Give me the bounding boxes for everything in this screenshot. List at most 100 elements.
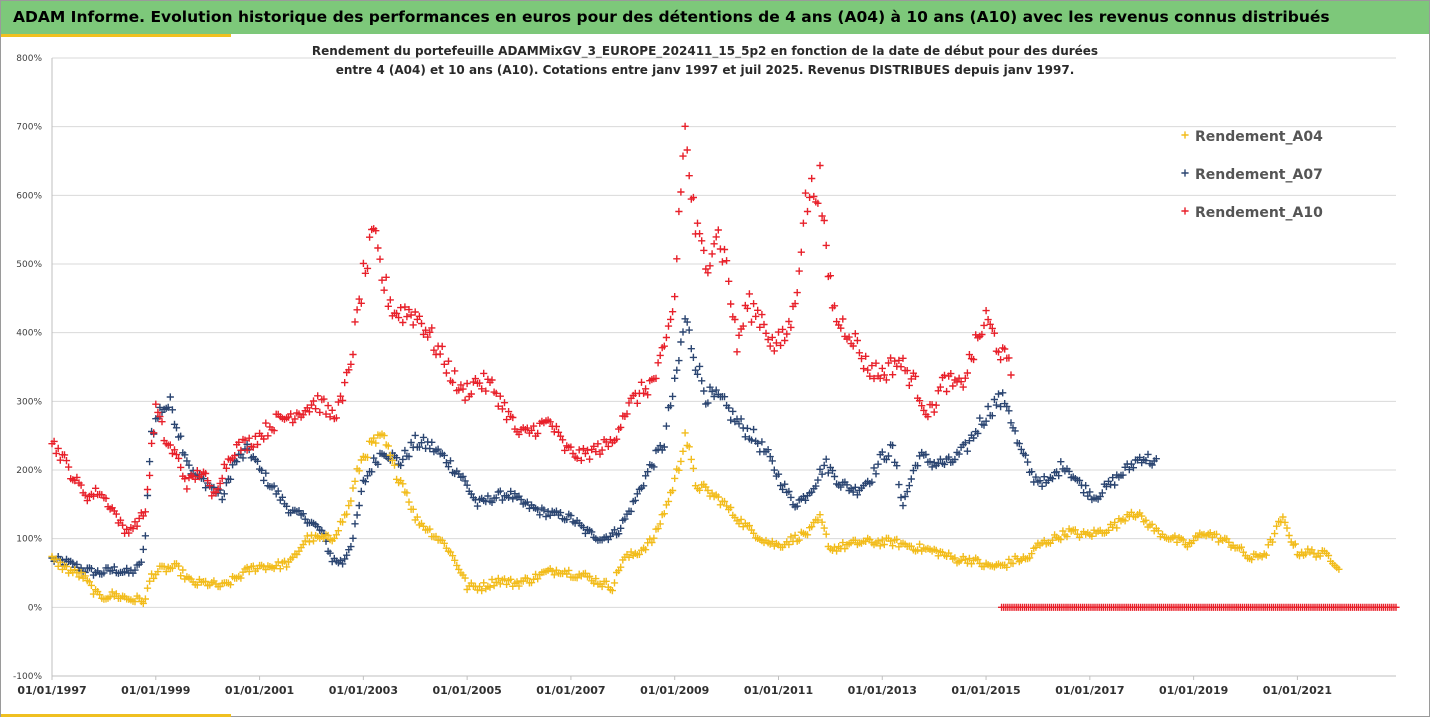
data-point xyxy=(303,404,311,412)
data-point xyxy=(747,318,756,326)
data-point xyxy=(704,269,712,277)
data-point xyxy=(1003,402,1011,411)
data-point xyxy=(208,492,216,500)
data-point xyxy=(177,572,185,580)
data-point xyxy=(988,412,996,420)
data-point xyxy=(750,529,758,537)
data-point xyxy=(745,290,753,298)
data-point xyxy=(509,413,517,422)
data-point xyxy=(706,383,714,391)
data-point xyxy=(671,474,679,482)
data-point xyxy=(577,456,585,464)
data-point xyxy=(226,475,235,483)
data-point xyxy=(212,489,220,497)
data-point xyxy=(795,536,803,544)
data-point xyxy=(168,406,176,414)
data-point xyxy=(1206,529,1214,537)
data-point xyxy=(143,485,152,494)
data-point xyxy=(131,566,139,574)
data-point xyxy=(245,568,253,576)
data-point xyxy=(1075,476,1084,485)
data-point xyxy=(81,572,89,580)
data-point xyxy=(523,424,531,432)
data-point xyxy=(679,328,687,336)
data-point xyxy=(947,370,955,378)
data-point xyxy=(496,392,504,400)
data-point xyxy=(283,502,291,510)
data-point xyxy=(750,300,758,308)
data-point xyxy=(509,495,517,503)
data-point xyxy=(1142,457,1150,465)
data-point xyxy=(442,369,450,377)
data-point xyxy=(731,315,739,324)
data-point xyxy=(1335,565,1343,573)
data-point xyxy=(1071,526,1079,534)
data-point xyxy=(1053,468,1061,476)
data-point xyxy=(720,497,729,506)
data-point xyxy=(1194,533,1202,541)
data-point xyxy=(444,357,453,365)
data-point xyxy=(62,562,71,571)
data-point xyxy=(677,338,685,346)
data-point xyxy=(565,566,573,574)
data-point xyxy=(880,371,888,379)
data-point xyxy=(347,360,355,368)
data-point xyxy=(613,435,621,443)
y-tick-label: 600% xyxy=(16,191,42,201)
data-point xyxy=(440,451,448,459)
data-point xyxy=(986,320,994,328)
data-point xyxy=(785,540,793,549)
data-point xyxy=(449,378,457,386)
data-point xyxy=(154,568,162,576)
data-point xyxy=(175,454,183,462)
data-point xyxy=(853,336,861,345)
data-point xyxy=(905,482,913,490)
data-point xyxy=(779,485,787,493)
data-point xyxy=(754,439,762,447)
data-point xyxy=(332,531,340,539)
data-point xyxy=(625,399,633,407)
data-point xyxy=(65,463,73,471)
data-point xyxy=(1268,538,1277,546)
data-point xyxy=(887,537,895,545)
data-point xyxy=(851,330,859,338)
data-point xyxy=(586,455,594,463)
data-point xyxy=(270,427,278,435)
data-point xyxy=(768,333,776,341)
data-point xyxy=(768,537,776,545)
data-point xyxy=(328,406,336,414)
data-point xyxy=(181,475,189,483)
data-point xyxy=(496,487,504,495)
data-point xyxy=(640,389,648,397)
data-point xyxy=(349,534,357,542)
data-point xyxy=(997,356,1005,364)
data-point xyxy=(546,511,554,519)
data-point xyxy=(249,443,257,451)
data-point xyxy=(1273,522,1281,530)
data-point xyxy=(1055,472,1063,480)
data-point xyxy=(363,453,372,461)
data-point xyxy=(818,518,826,526)
data-point xyxy=(270,482,278,490)
data-point xyxy=(932,401,940,409)
data-point xyxy=(505,408,513,416)
data-point xyxy=(351,520,359,528)
data-point xyxy=(679,152,687,160)
data-point xyxy=(779,325,787,333)
data-point xyxy=(289,419,297,427)
data-point xyxy=(718,258,726,266)
data-point xyxy=(527,426,536,434)
data-point xyxy=(357,299,365,307)
data-point xyxy=(598,582,606,591)
data-point xyxy=(438,342,446,350)
data-point xyxy=(648,538,656,547)
data-point xyxy=(714,226,722,234)
data-point xyxy=(326,549,334,557)
data-point xyxy=(1181,131,1189,139)
data-point xyxy=(1104,526,1113,534)
data-point xyxy=(141,532,149,540)
data-point xyxy=(951,554,959,562)
data-point xyxy=(390,461,399,469)
data-point xyxy=(866,372,874,380)
